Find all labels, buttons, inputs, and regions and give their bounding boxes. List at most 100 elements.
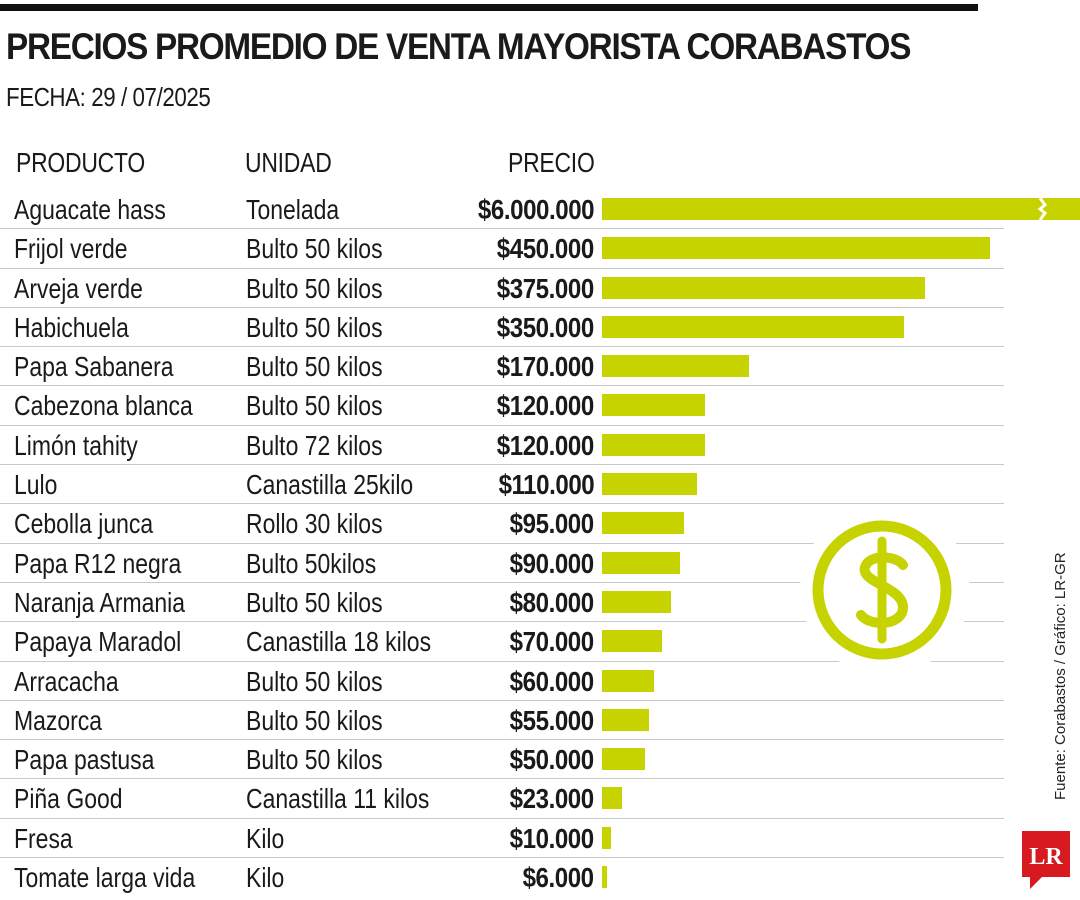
price-bar [602,669,654,692]
price-label: $80.000 [509,586,594,618]
price-label: $50.000 [509,744,594,776]
price-label: $55.000 [509,704,594,736]
product-name: Limón tahity [14,429,138,461]
product-name: Arracacha [14,665,119,697]
logo-text: LR [1029,844,1063,870]
table-row: Fresa Kilo $10.000 [0,819,1080,859]
row-divider [0,267,1004,269]
price-bar [602,708,650,731]
price-label: $375.000 [496,272,594,304]
price-bar [602,787,622,810]
price-bar [602,315,904,338]
price-bar [602,590,671,613]
price-label: $60.000 [509,665,594,697]
table-row: Aguacate hass Tonelada $6.000.000 [0,190,1080,230]
unit-label: Bulto 50kilos [246,547,377,579]
price-bar [602,826,611,849]
chart-title: PRECIOS PROMEDIO DE VENTA MAYORISTA CORA… [6,26,911,67]
row-divider [0,228,1004,230]
table-row: Mazorca Bulto 50 kilos $55.000 [0,701,1080,741]
unit-label: Canastilla 11 kilos [246,783,430,815]
unit-label: Kilo [246,862,285,894]
price-label: $350.000 [496,311,594,343]
price-bar [602,276,926,299]
table-row: Papa pastusa Bulto 50 kilos $50.000 [0,740,1080,780]
unit-label: Bulto 72 kilos [246,429,383,461]
product-name: Papaya Maradol [14,626,182,658]
unit-label: Bulto 50 kilos [246,272,383,304]
price-label: $6.000.000 [477,194,595,225]
price-label: $110.000 [498,469,594,501]
table-row: Arracacha Bulto 50 kilos $60.000 [0,662,1080,701]
table-row: Papa R12 negra Bulto 50kilos $90.000 [0,544,1080,583]
price-bar [602,355,749,378]
price-label: $10.000 [509,822,594,854]
unit-label: Bulto 50 kilos [246,744,383,776]
column-header-price: PRECIO [508,147,595,178]
price-label: $23.000 [509,783,594,815]
row-divider [0,306,1004,308]
price-bar [602,866,608,889]
unit-label: Bulto 50 kilos [246,390,383,422]
price-bar [602,473,697,496]
product-name: Papa R12 negra [14,547,182,579]
row-divider [0,621,1004,623]
product-name: Habichuela [14,311,129,343]
date-label: FECHA: 29 / 07/2025 [6,82,211,112]
price-bar [602,198,1080,220]
product-name: Naranja Armania [14,586,186,618]
row-divider [0,660,1004,662]
unit-label: Bulto 50 kilos [246,586,383,618]
price-bar [602,630,663,653]
price-label: $450.000 [496,233,594,265]
product-name: Frijol verde [14,233,128,265]
price-bar [602,748,646,771]
unit-label: Bulto 50 kilos [246,704,383,736]
product-name: Tomate larga vida [14,862,196,894]
product-name: Piña Good [14,783,123,815]
unit-label: Kilo [246,822,285,854]
row-divider [0,817,1004,819]
price-label: $120.000 [496,390,594,422]
unit-label: Rollo 30 kilos [246,508,383,540]
unit-label: Bulto 50 kilos [246,233,383,265]
table-row: Cebolla junca Rollo 30 kilos $95.000 [0,504,1080,544]
source-credit: Fuente: Corabastos / Gráfico: LR-GR [1052,552,1069,800]
row-divider [0,857,1004,859]
top-rule [0,4,978,11]
product-name: Cabezona blanca [14,390,193,422]
row-divider [0,778,1004,780]
product-name: Lulo [14,469,58,501]
product-name: Papa Sabanera [14,351,174,383]
table-row: Piña Good Canastilla 11 kilos $23.000 [0,779,1080,819]
unit-label: Canastilla 25kilo [246,469,414,501]
column-header-product: PRODUCTO [16,147,146,178]
unit-label: Tonelada [246,194,340,225]
row-divider [0,581,1004,583]
row-divider [0,464,1004,466]
table-row: Tomate larga vida Kilo $6.000 [0,858,1080,897]
price-bar [602,512,684,535]
price-bar [602,551,680,574]
unit-label: Bulto 50 kilos [246,351,383,383]
table-row: Cabezona blanca Bulto 50 kilos $120.000 [0,386,1080,426]
table-row: Frijol verde Bulto 50 kilos $450.000 [0,229,1080,269]
table-row: Naranja Armania Bulto 50 kilos $80.000 [0,583,1080,623]
row-divider [0,346,1004,348]
unit-label: Canastilla 18 kilos [246,626,432,658]
product-name: Papa pastusa [14,744,155,776]
price-label: $70.000 [509,626,594,658]
unit-label: Bulto 50 kilos [246,665,383,697]
price-bar [602,433,706,456]
price-bar [602,394,706,417]
product-name: Fresa [14,822,73,854]
product-name: Mazorca [14,704,103,736]
price-label: $6.000 [522,862,594,894]
table-row: Lulo Canastilla 25kilo $110.000 [0,465,1080,505]
row-divider [0,424,1004,426]
table-row: Arveja verde Bulto 50 kilos $375.000 [0,269,1080,308]
table-row: Papaya Maradol Canastilla 18 kilos $70.000 [0,622,1080,662]
product-name: Aguacate hass [14,194,166,225]
table-row: Limón tahity Bulto 72 kilos $120.000 [0,426,1080,466]
row-divider [0,542,1004,544]
